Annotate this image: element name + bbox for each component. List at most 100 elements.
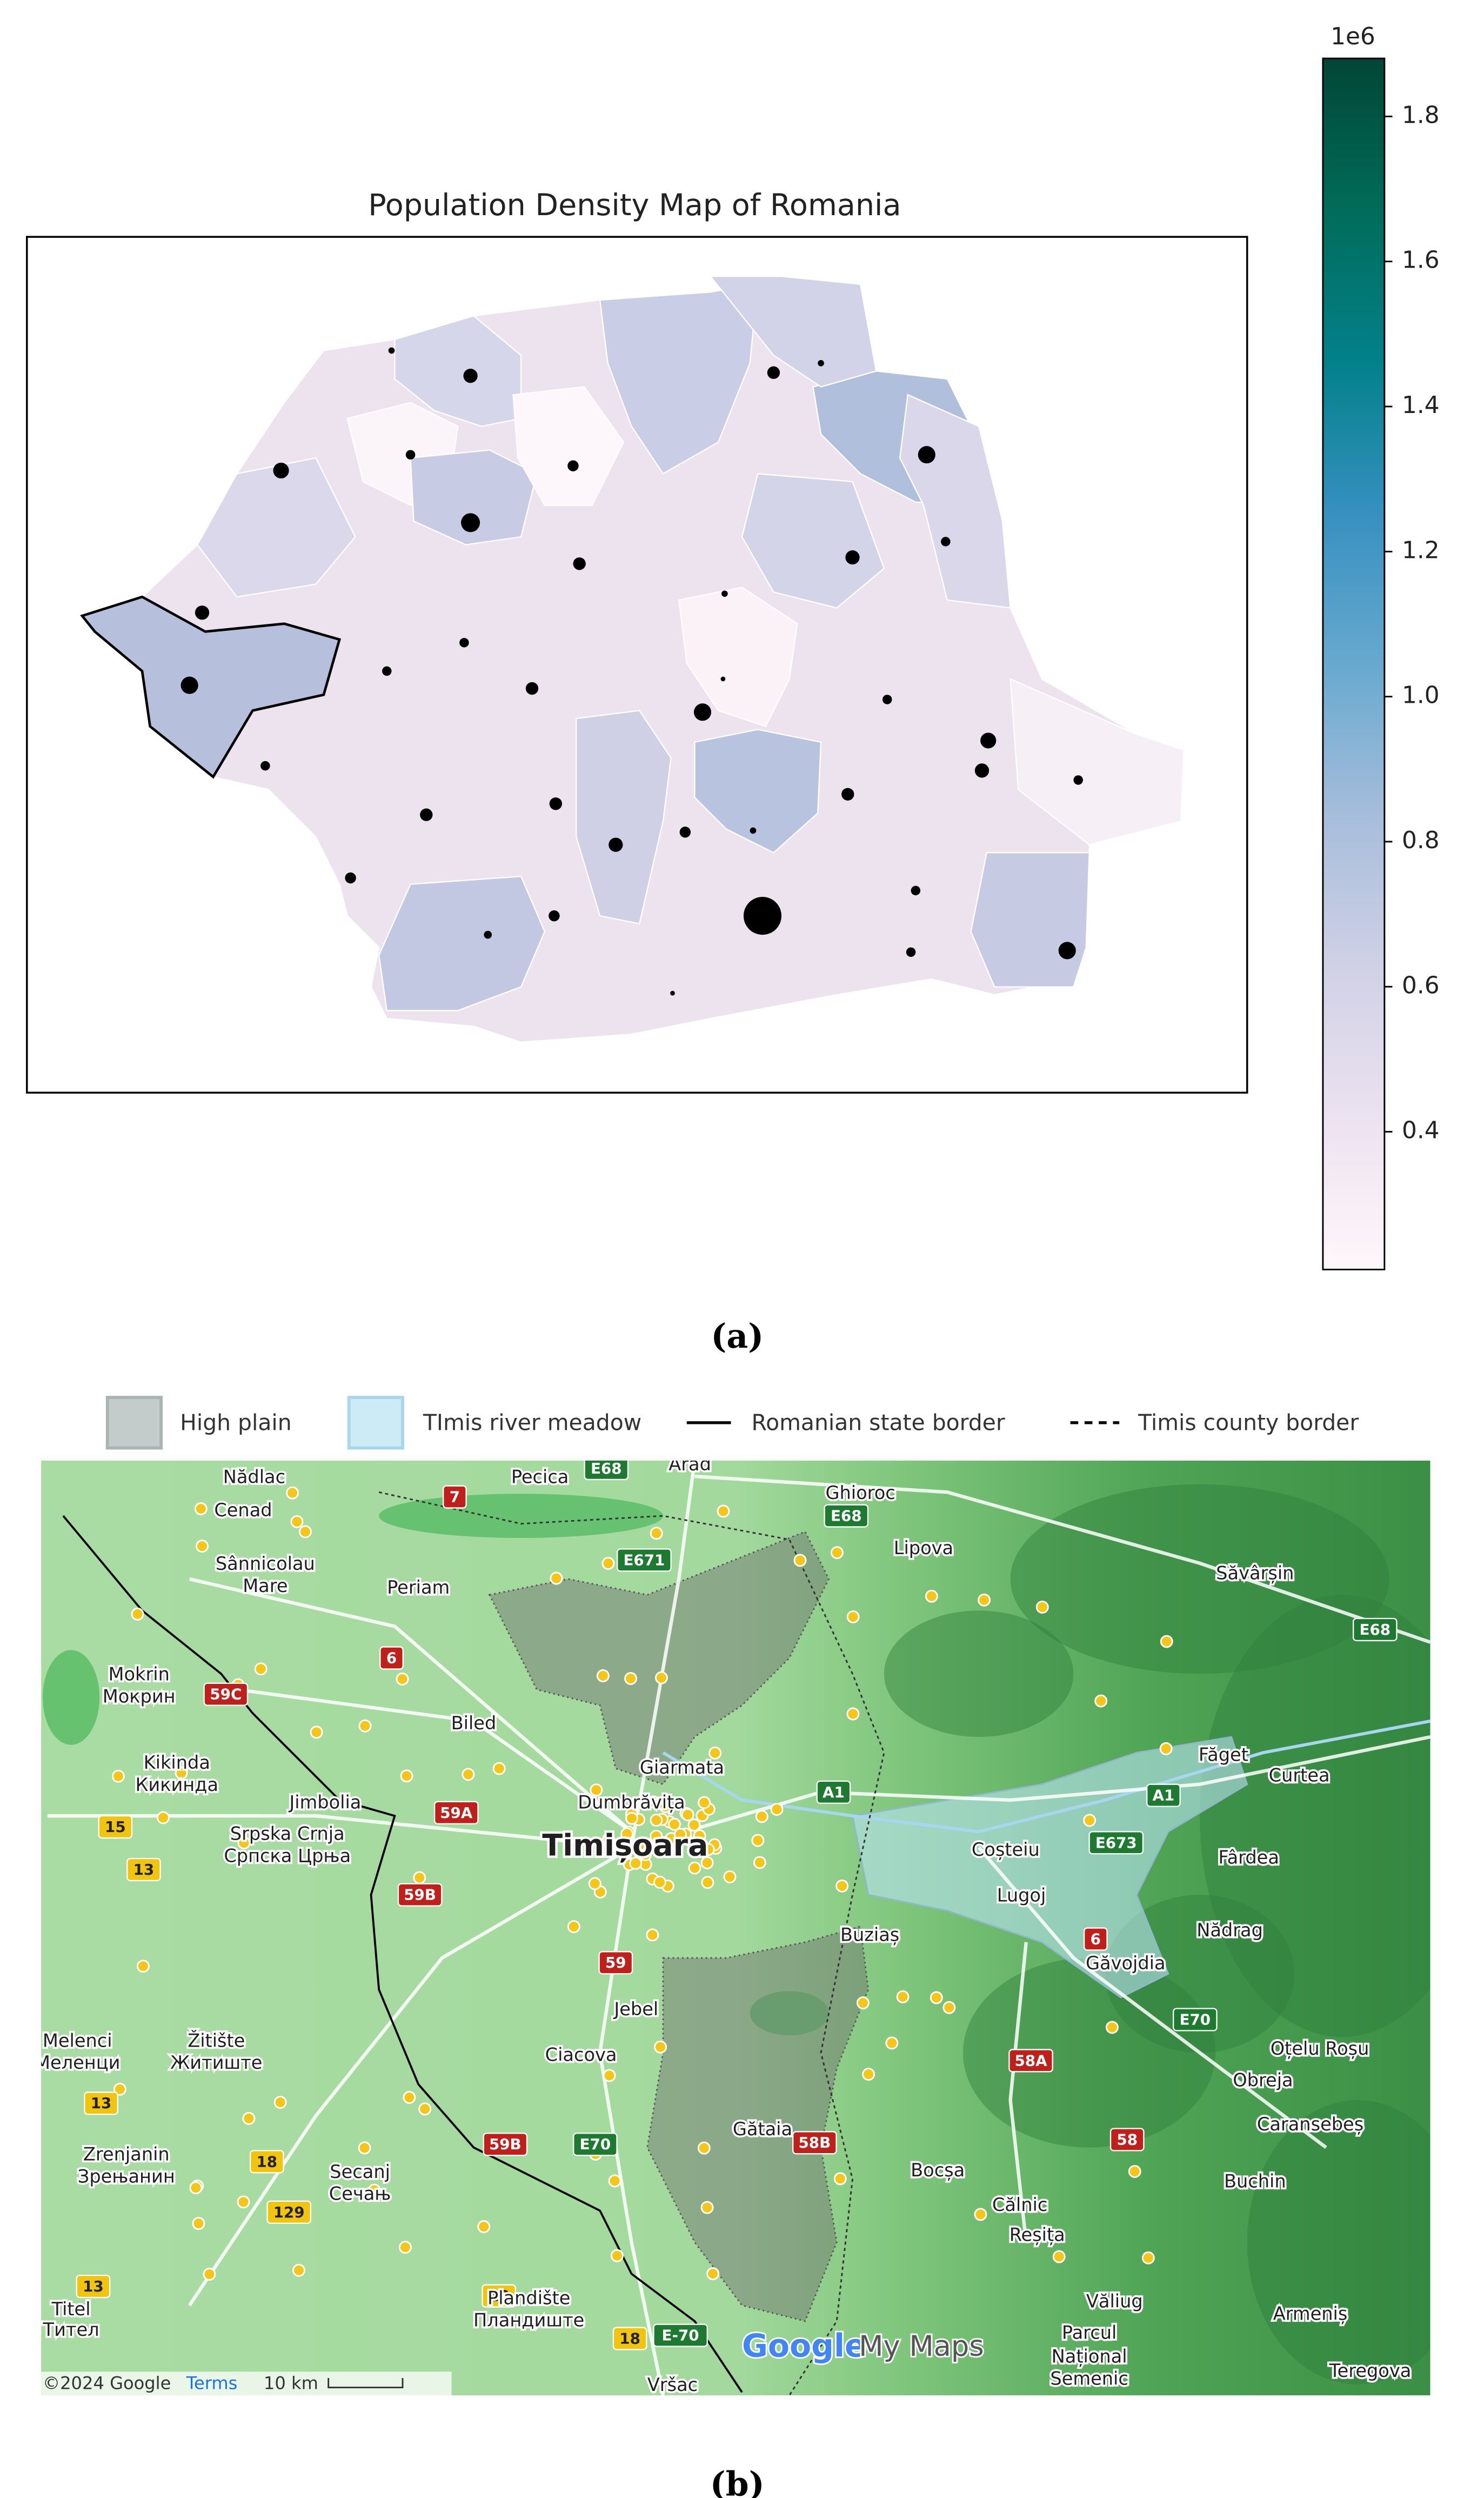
locality-dot: [396, 1673, 409, 1686]
locality-dot: [413, 1871, 426, 1884]
city-marker: [767, 366, 780, 379]
place-label: Biled: [451, 1713, 497, 1734]
city-marker: [743, 897, 782, 935]
panel-a: Population Density Map of Romania 1e6 0.…: [26, 23, 1440, 1356]
locality-dot: [400, 1769, 413, 1783]
place-label: Dumbrăvița: [578, 1791, 685, 1813]
place-label: Gătaia: [733, 2119, 792, 2140]
locality-dot: [477, 2220, 491, 2233]
legend-label: Timis county border: [1138, 1410, 1359, 1436]
road-shield: [1083, 1927, 1108, 1951]
road-shield: [612, 2327, 647, 2350]
locality-dot: [753, 1856, 766, 1869]
road-shield-label: 129: [273, 2203, 305, 2221]
city-marker: [195, 605, 210, 620]
road: [977, 1846, 1327, 2149]
locality-dot: [254, 1662, 268, 1676]
locality-dot: [462, 1768, 475, 1781]
road-shield: [126, 1857, 161, 1882]
locality-dot: [237, 2195, 250, 2209]
legend-label: TImis river meadow: [423, 1410, 641, 1436]
legend-label: High plain: [180, 1410, 292, 1436]
locality-dot: [830, 1546, 844, 1560]
place-label: Lipova: [894, 1537, 953, 1558]
road-shield: [379, 1646, 404, 1670]
road-shield-label: E671: [623, 1551, 665, 1569]
place-label: Găvojdia: [1086, 1953, 1166, 1974]
caption: (a): [711, 1317, 764, 1356]
place-label: Titel: [51, 2299, 91, 2320]
scale-bar: [327, 2378, 404, 2388]
road-shield-label: 59: [605, 1954, 626, 1971]
city-marker: [461, 513, 480, 532]
road-shield: [792, 2131, 837, 2155]
place-label: Сечањ: [329, 2183, 391, 2204]
legend-swatch: [347, 1396, 404, 1450]
locality-dot: [653, 1875, 666, 1889]
locality-dot: [290, 1515, 304, 1528]
locality-dot: [189, 2181, 203, 2195]
road-shield: [824, 1504, 869, 1528]
road-shield: [1172, 2008, 1218, 2031]
road-shield: [617, 1548, 672, 1572]
locality-dot: [310, 1726, 323, 1739]
state-border: [62, 1515, 743, 2393]
place-label: Кикинда: [136, 1774, 219, 1795]
road-shield: [584, 1460, 629, 1481]
legend-label: Romanian state border: [752, 1410, 1005, 1436]
locality-dot: [1052, 2250, 1066, 2263]
locality-dot: [846, 1610, 860, 1624]
caption: (b): [710, 2465, 765, 2498]
attribution: ©2024 Google: [43, 2373, 171, 2394]
locality-dot: [136, 1960, 150, 1973]
highlighted-county: [80, 595, 342, 779]
road: [189, 1577, 633, 1833]
city-marker: [1073, 775, 1083, 785]
forest: [379, 1494, 663, 1538]
logo: My Maps: [859, 2330, 984, 2363]
place-label: Coșteiu: [972, 1839, 1040, 1860]
locality-dot: [111, 1769, 125, 1783]
road-shield: [483, 2133, 528, 2156]
locality-dot: [620, 1827, 634, 1841]
locality-dot: [650, 1527, 663, 1540]
locality-dot: [833, 2172, 847, 2186]
county: [576, 710, 672, 925]
road-shield-label: 59C: [210, 1686, 242, 1703]
locality-dot: [242, 2111, 256, 2125]
place-label: Ghioroc: [825, 1482, 895, 1503]
road: [236, 1688, 633, 1833]
county: [741, 473, 885, 609]
locality-dot: [701, 1843, 715, 1856]
city-marker: [388, 347, 395, 354]
locality-dot: [930, 1991, 943, 2004]
locality-dot: [862, 2068, 875, 2081]
city-marker: [549, 797, 563, 810]
attribution-bar: [41, 2372, 452, 2396]
colorbar-tick-label: 1.0: [1402, 682, 1440, 709]
map-background: [41, 1460, 1430, 2396]
locality-dot: [688, 1861, 701, 1875]
locality-dot: [608, 2174, 621, 2188]
locality-dot: [194, 1502, 208, 1515]
locality-dot: [650, 1814, 663, 1827]
locality-dot: [639, 1848, 652, 1861]
place-label: Periam: [387, 1577, 450, 1598]
city-marker: [670, 990, 675, 996]
road-shield: [1008, 2049, 1053, 2073]
locality-dot: [602, 1832, 616, 1846]
locality-dot: [974, 2208, 987, 2221]
locality-dot: [885, 2036, 899, 2050]
road-shield-label: 59B: [404, 1886, 436, 1904]
locality-dot: [603, 2069, 616, 2082]
locality-dot: [567, 1920, 580, 1934]
city-marker: [980, 732, 997, 749]
place-label: Ciacova: [545, 2044, 617, 2066]
place-label: Lugoj: [997, 1885, 1046, 1906]
terrain-relief: [962, 1958, 1216, 2148]
city-marker: [405, 450, 416, 460]
locality-dot: [610, 2249, 624, 2262]
locality-dot: [697, 2141, 711, 2155]
city-marker: [463, 369, 478, 383]
place-label: Săvârșin: [1216, 1563, 1294, 1584]
